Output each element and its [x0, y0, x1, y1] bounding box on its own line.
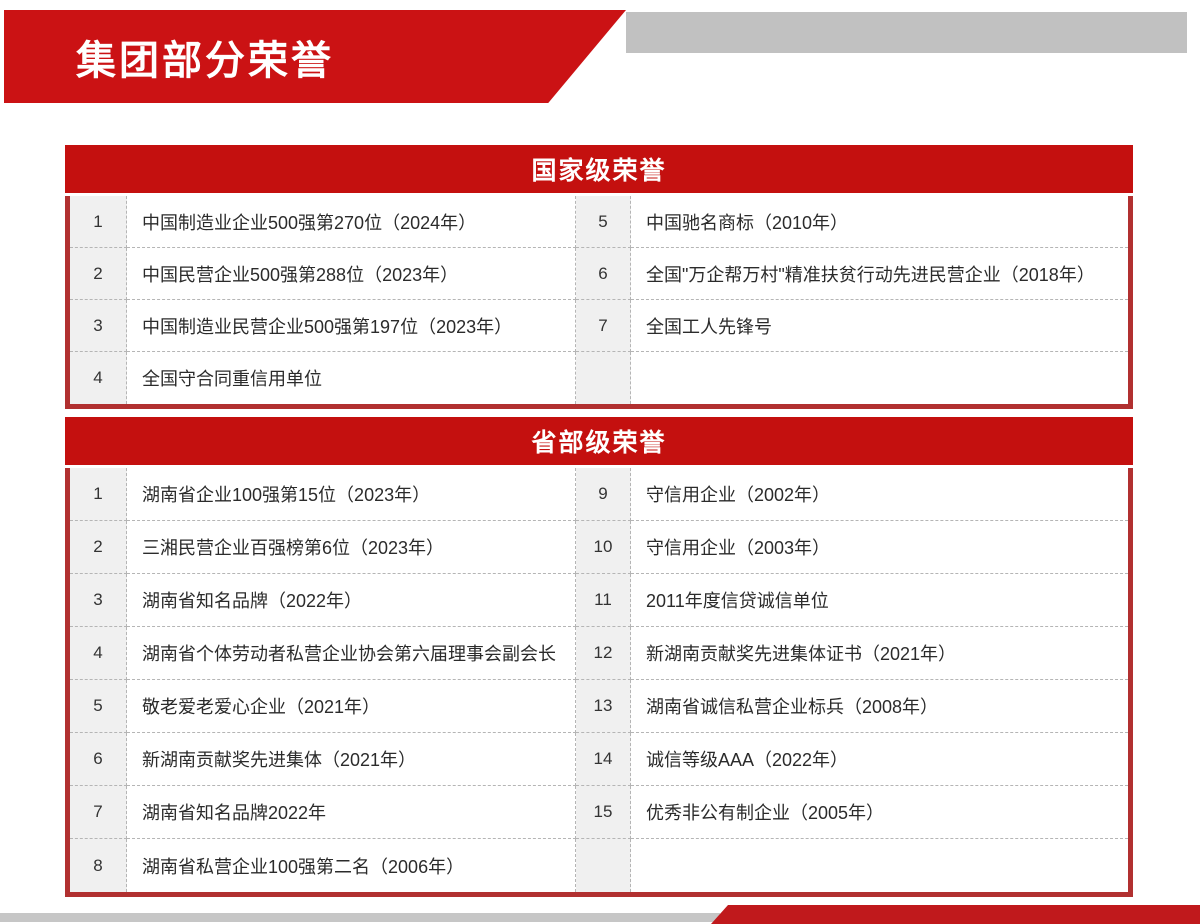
- honor-number: 2: [70, 521, 127, 574]
- top-decorative-strip: [626, 12, 1187, 53]
- honor-text: 新湖南贡献奖先进集体（2021年）: [127, 733, 576, 786]
- honor-text: 守信用企业（2002年）: [631, 468, 1128, 521]
- honor-text: 湖南省个体劳动者私营企业协会第六届理事会副会长: [127, 627, 576, 680]
- provincial-honors-table: 1 湖南省企业100强第15位（2023年） 9 守信用企业（2002年） 2 …: [65, 468, 1133, 897]
- honor-text: 湖南省知名品牌（2022年）: [127, 574, 576, 627]
- honor-number: 5: [70, 680, 127, 733]
- honor-text: 全国守合同重信用单位: [127, 352, 576, 404]
- honor-number: [576, 352, 631, 404]
- honor-number: 1: [70, 196, 127, 248]
- honor-text: [631, 839, 1128, 892]
- honor-text: 三湘民营企业百强榜第6位（2023年）: [127, 521, 576, 574]
- honor-text: 中国制造业民营企业500强第197位（2023年）: [127, 300, 576, 352]
- national-honors-table: 1 中国制造业企业500强第270位（2024年） 5 中国驰名商标（2010年…: [65, 196, 1133, 409]
- honor-number: 13: [576, 680, 631, 733]
- title-banner: 集团部分荣誉: [4, 10, 626, 103]
- honor-number: 15: [576, 786, 631, 839]
- section-gap: [65, 409, 1133, 417]
- honor-number: 7: [70, 786, 127, 839]
- honor-number: 3: [70, 300, 127, 352]
- honor-number: 8: [70, 839, 127, 892]
- honor-text: 优秀非公有制企业（2005年）: [631, 786, 1128, 839]
- honor-text: 湖南省诚信私营企业标兵（2008年）: [631, 680, 1128, 733]
- honor-number: 4: [70, 352, 127, 404]
- honor-number: 6: [576, 248, 631, 300]
- honor-text: 守信用企业（2003年）: [631, 521, 1128, 574]
- honor-text: 2011年度信贷诚信单位: [631, 574, 1128, 627]
- honor-text: 全国"万企帮万村"精准扶贫行动先进民营企业（2018年）: [631, 248, 1128, 300]
- honor-text: 中国民营企业500强第288位（2023年）: [127, 248, 576, 300]
- honor-text: 新湖南贡献奖先进集体证书（2021年）: [631, 627, 1128, 680]
- page-title: 集团部分荣誉: [76, 38, 334, 83]
- section-header-national: 国家级荣誉: [65, 145, 1133, 193]
- honor-text: 诚信等级AAA（2022年）: [631, 733, 1128, 786]
- honor-text: 全国工人先锋号: [631, 300, 1128, 352]
- honor-number: 7: [576, 300, 631, 352]
- honor-number: 1: [70, 468, 127, 521]
- honor-number: 14: [576, 733, 631, 786]
- honor-text: 湖南省私营企业100强第二名（2006年）: [127, 839, 576, 892]
- honor-number: 9: [576, 468, 631, 521]
- honor-number: [576, 839, 631, 892]
- honor-text: 中国驰名商标（2010年）: [631, 196, 1128, 248]
- honor-text: 湖南省知名品牌2022年: [127, 786, 576, 839]
- honor-text: [631, 352, 1128, 404]
- honor-text: 中国制造业企业500强第270位（2024年）: [127, 196, 576, 248]
- section-header-provincial: 省部级荣誉: [65, 417, 1133, 465]
- honors-container: 国家级荣誉 1 中国制造业企业500强第270位（2024年） 5 中国驰名商标…: [65, 145, 1133, 897]
- footer-red-strip: [711, 905, 1200, 924]
- honor-number: 3: [70, 574, 127, 627]
- honor-number: 12: [576, 627, 631, 680]
- honor-text: 敬老爱老爱心企业（2021年）: [127, 680, 576, 733]
- honor-text: 湖南省企业100强第15位（2023年）: [127, 468, 576, 521]
- honor-number: 6: [70, 733, 127, 786]
- honor-number: 10: [576, 521, 631, 574]
- honor-number: 2: [70, 248, 127, 300]
- honor-number: 5: [576, 196, 631, 248]
- honor-number: 11: [576, 574, 631, 627]
- honor-number: 4: [70, 627, 127, 680]
- footer-gray-strip: [0, 913, 720, 922]
